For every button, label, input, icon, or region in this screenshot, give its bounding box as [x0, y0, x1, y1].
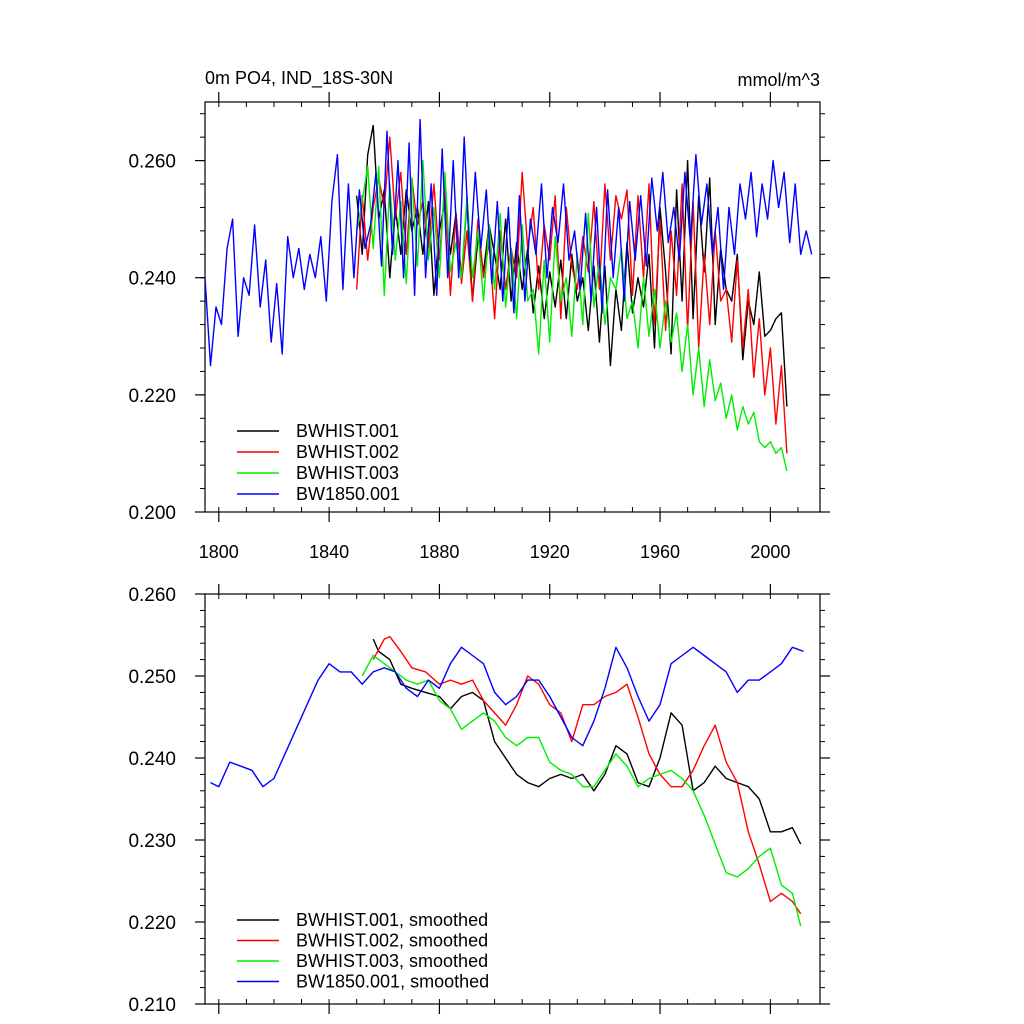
y-tick-label: 0.230 — [128, 831, 176, 852]
legend-label: BWHIST.003, smoothed — [296, 951, 488, 971]
y-tick-label: 0.260 — [128, 152, 176, 173]
x-tick-label: 1800 — [199, 542, 239, 562]
bottom-panel: 0.210 0.220 0.230 0.240 0.250 0.260 BWHIST.001… — [128, 584, 830, 1016]
series-line-bwhist-001-smoothed — [372, 638, 802, 845]
legend-label: BW1850.001, smoothed — [296, 972, 489, 992]
series-line-bw1850-001 — [205, 118, 813, 367]
top-panel-title: 0m PO4, IND_18S-30N — [205, 68, 393, 89]
x-tick-label: 1960 — [640, 542, 680, 562]
legend-label: BWHIST.002 — [296, 442, 399, 462]
series-line-bwhist-003 — [356, 159, 788, 472]
y-tick-label: 0.220 — [128, 913, 176, 934]
x-tick-label: 2000 — [750, 542, 790, 562]
legend-label: BWHIST.001 — [296, 421, 399, 441]
plot-frame — [204, 593, 821, 1005]
x-tick-label: 1880 — [419, 542, 459, 562]
x-tick-label: 1840 — [309, 542, 349, 562]
legend-label: BWHIST.002, smoothed — [296, 931, 488, 951]
y-tick-label: 0.220 — [128, 386, 176, 407]
series-line-bwhist-002-smoothed — [372, 635, 802, 915]
legend-label: BWHIST.001, smoothed — [296, 910, 488, 930]
series-line-bwhist-001 — [356, 124, 788, 407]
y-tick-label: 0.250 — [128, 667, 176, 688]
legend-label: BWHIST.003 — [296, 463, 399, 483]
y-tick-label: 0.240 — [128, 749, 176, 770]
y-tick-label: 0.210 — [128, 995, 176, 1016]
y-tick-label: 0.260 — [128, 585, 176, 606]
plot-frame — [204, 101, 821, 513]
x-tick-label: 1920 — [530, 542, 570, 562]
top-panel: 0m PO4, IND_18S-30N mmol/m^3 1800 1840 188… — [128, 68, 830, 562]
y-tick-label: 0.200 — [128, 503, 176, 524]
series-line-bw1850-001-smoothed — [210, 646, 804, 788]
top-panel-units: mmol/m^3 — [738, 70, 820, 90]
series-line-bwhist-003-smoothed — [361, 654, 802, 927]
y-tick-label: 0.240 — [128, 269, 176, 290]
legend-label: BW1850.001 — [296, 484, 400, 504]
